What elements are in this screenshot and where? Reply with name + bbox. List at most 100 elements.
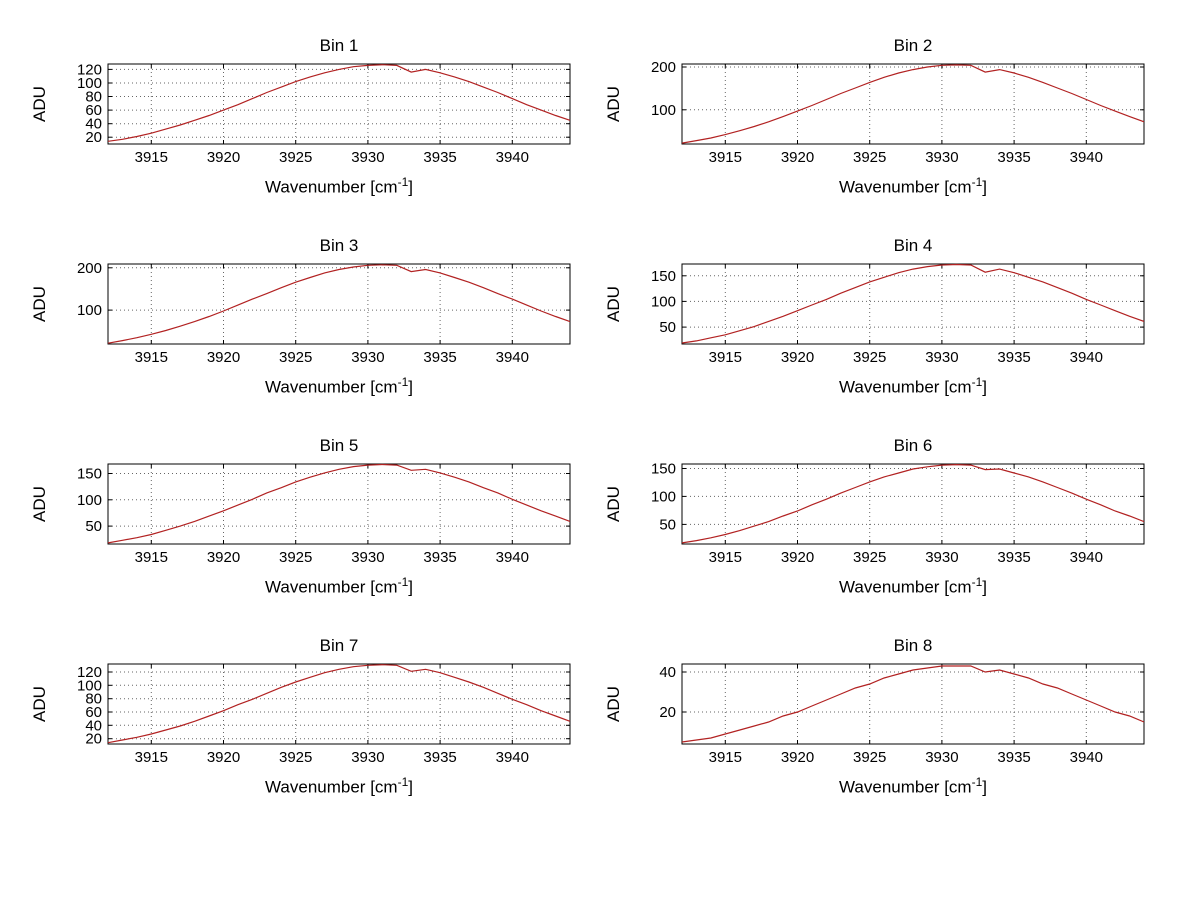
y-axis-label: ADU — [29, 286, 49, 322]
svg-text:3920: 3920 — [781, 149, 814, 166]
svg-text:3915: 3915 — [709, 549, 742, 566]
svg-text:3925: 3925 — [853, 149, 886, 166]
svg-text:100: 100 — [77, 302, 102, 319]
x-label-text: Wavenumber [cm — [265, 577, 398, 597]
svg-text:100: 100 — [651, 293, 676, 310]
x-axis-label: Wavenumber [cm-1] — [592, 170, 1152, 197]
svg-text:40: 40 — [85, 116, 102, 133]
x-label-close: ] — [408, 777, 413, 797]
svg-text:3920: 3920 — [781, 749, 814, 766]
svg-text:80: 80 — [85, 691, 102, 708]
subplot-bin-2: Bin 2 ADU 3915 3920 3925 3930 3935 3940 100 200… — [592, 34, 1152, 234]
svg-text:3925: 3925 — [853, 549, 886, 566]
svg-text:200: 200 — [651, 59, 676, 76]
y-axis-label: ADU — [603, 486, 623, 522]
y-axis-label: ADU — [29, 86, 49, 122]
x-label-superscript: -1 — [397, 575, 409, 589]
x-label-text: Wavenumber [cm — [839, 177, 972, 197]
svg-text:100: 100 — [651, 102, 676, 119]
svg-text:3930: 3930 — [351, 149, 384, 166]
x-label-text: Wavenumber [cm — [839, 377, 972, 397]
subplot-bin-1: Bin 1 ADU 3915 3920 3925 3930 3935 3940 20 40 60… — [18, 34, 578, 234]
svg-text:3930: 3930 — [925, 749, 958, 766]
svg-text:3925: 3925 — [279, 549, 312, 566]
x-label-superscript: -1 — [971, 775, 983, 789]
plot-title: Bin 8 — [893, 636, 933, 655]
plot-title: Bin 3 — [319, 236, 359, 255]
svg-text:3925: 3925 — [279, 749, 312, 766]
svg-text:3925: 3925 — [853, 349, 886, 366]
svg-text:3930: 3930 — [351, 349, 384, 366]
svg-text:3940: 3940 — [496, 749, 529, 766]
svg-text:150: 150 — [77, 466, 102, 483]
plot-canvas: 3915 3920 3925 3930 3935 3940 50 100 150 — [651, 263, 1145, 366]
svg-text:120: 120 — [77, 664, 102, 681]
svg-text:150: 150 — [651, 461, 676, 478]
x-axis-label: Wavenumber [cm-1] — [592, 570, 1152, 597]
x-label-superscript: -1 — [971, 375, 983, 389]
plot-title: Bin 6 — [893, 436, 933, 455]
plot-area: ADU 3915 3920 3925 3930 3935 3940 20 40 — [604, 658, 1152, 770]
y-axis-label: ADU — [603, 686, 623, 722]
svg-text:3935: 3935 — [423, 349, 456, 366]
plot-title: Bin 4 — [893, 236, 933, 255]
x-label-text: Wavenumber [cm — [839, 777, 972, 797]
y-axis-label: ADU — [603, 86, 623, 122]
plot-area: ADU 3915 3920 3925 3930 3935 3940 20 40 60 80 100 1… — [30, 658, 578, 770]
svg-text:3935: 3935 — [997, 549, 1030, 566]
svg-text:3925: 3925 — [279, 349, 312, 366]
svg-text:20: 20 — [659, 704, 676, 721]
plot-area: ADU 3915 3920 3925 3930 3935 3940 20 40 60 80 100 1… — [30, 58, 578, 170]
plot-canvas: 3915 3920 3925 3930 3935 3940 100 200 — [651, 59, 1145, 166]
svg-text:3915: 3915 — [135, 749, 168, 766]
x-label-superscript: -1 — [397, 775, 409, 789]
svg-text:40: 40 — [85, 717, 102, 734]
svg-text:3920: 3920 — [207, 749, 240, 766]
svg-text:60: 60 — [85, 102, 102, 119]
x-axis-label: Wavenumber [cm-1] — [18, 570, 578, 597]
svg-text:3940: 3940 — [1070, 749, 1103, 766]
svg-text:3915: 3915 — [135, 349, 168, 366]
subplot-bin-5: Bin 5 ADU 3915 3920 3925 3930 3935 3940 50 100 1… — [18, 434, 578, 634]
x-label-superscript: -1 — [397, 375, 409, 389]
svg-text:3930: 3930 — [351, 749, 384, 766]
plot-canvas: 3915 3920 3925 3930 3935 3940 50 100 150 — [651, 461, 1145, 566]
svg-text:100: 100 — [77, 75, 102, 92]
svg-text:3940: 3940 — [1070, 149, 1103, 166]
svg-text:80: 80 — [85, 89, 102, 106]
plot-canvas: 3915 3920 3925 3930 3935 3940 20 40 — [659, 663, 1145, 766]
y-axis-label: ADU — [603, 286, 623, 322]
svg-text:150: 150 — [651, 268, 676, 285]
plot-area: ADU 3915 3920 3925 3930 3935 3940 50 100 150 — [30, 458, 578, 570]
x-label-close: ] — [408, 377, 413, 397]
plot-area: ADU 3915 3920 3925 3930 3935 3940 100 200 — [604, 58, 1152, 170]
plot-title: Bin 1 — [319, 36, 359, 55]
plot-title: Bin 5 — [319, 436, 359, 455]
x-axis-label: Wavenumber [cm-1] — [18, 770, 578, 797]
svg-text:50: 50 — [659, 516, 676, 533]
svg-text:200: 200 — [77, 260, 102, 277]
svg-text:3930: 3930 — [925, 549, 958, 566]
svg-text:3920: 3920 — [781, 349, 814, 366]
svg-text:3925: 3925 — [279, 149, 312, 166]
svg-text:3915: 3915 — [709, 749, 742, 766]
svg-text:3935: 3935 — [997, 349, 1030, 366]
svg-text:100: 100 — [77, 677, 102, 694]
svg-text:3915: 3915 — [135, 549, 168, 566]
x-label-superscript: -1 — [971, 575, 983, 589]
subplot-bin-7: Bin 7 ADU 3915 3920 3925 3930 3935 3940 20 40 60… — [18, 634, 578, 834]
svg-text:3930: 3930 — [925, 149, 958, 166]
svg-text:3940: 3940 — [1070, 549, 1103, 566]
x-axis-label: Wavenumber [cm-1] — [18, 170, 578, 197]
svg-text:3935: 3935 — [997, 749, 1030, 766]
svg-text:3920: 3920 — [207, 149, 240, 166]
svg-text:3935: 3935 — [423, 149, 456, 166]
y-axis-label: ADU — [29, 686, 49, 722]
plot-title: Bin 2 — [893, 36, 933, 55]
plot-canvas: 3915 3920 3925 3930 3935 3940 50 100 150 — [77, 463, 571, 566]
x-label-close: ] — [408, 577, 413, 597]
x-label-superscript: -1 — [971, 175, 983, 189]
x-label-text: Wavenumber [cm — [265, 177, 398, 197]
